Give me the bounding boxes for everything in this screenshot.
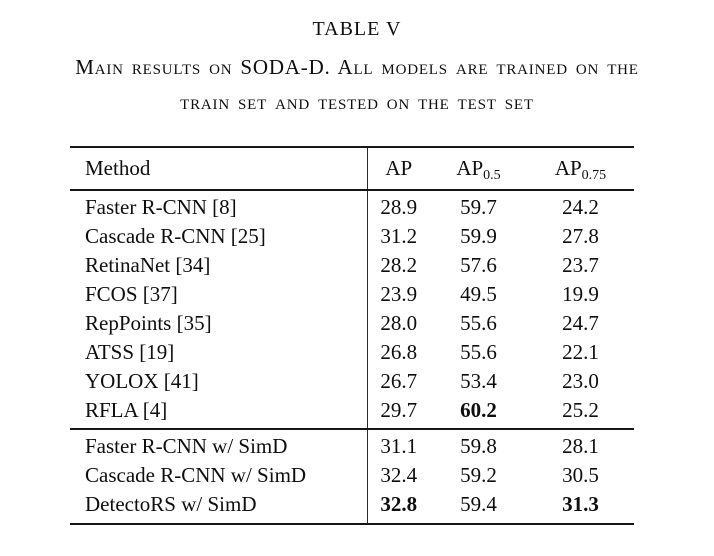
- ap50-cell: 53.4: [460, 369, 497, 393]
- header-ap50-sub: 0.5: [483, 168, 501, 183]
- ap50-cell: 59.8: [460, 434, 497, 458]
- method-cell: YOLOX [41]: [85, 369, 199, 393]
- header-ap75: AP0.75: [527, 147, 634, 191]
- ap75-cell: 23.7: [562, 253, 599, 277]
- header-row: Method AP AP0.5 AP0.75: [70, 147, 634, 191]
- table-header: Method AP AP0.5 AP0.75: [70, 147, 634, 191]
- ap75-cell: 19.9: [562, 282, 599, 306]
- method-cell: Cascade R-CNN [25]: [85, 224, 266, 248]
- table-row: FCOS [37] 23.9 49.5 19.9: [70, 280, 634, 309]
- header-ap: AP: [366, 147, 430, 191]
- method-cell: Cascade R-CNN w/ SimD: [85, 463, 307, 487]
- ap75-cell: 31.3: [562, 492, 599, 516]
- table-row: Faster R-CNN w/ SimD 31.1 59.8 28.1: [70, 429, 634, 461]
- ap50-cell: 55.6: [460, 311, 497, 335]
- table-row: Cascade R-CNN [25] 31.2 59.9 27.8: [70, 222, 634, 251]
- ap50-cell: 60.2: [430, 396, 527, 430]
- table-body: Faster R-CNN [8] 28.9 59.7 24.2 Cascade R-CN…: [70, 190, 634, 524]
- ap75-cell: 30.5: [562, 463, 599, 487]
- header-method: Method: [70, 147, 367, 191]
- ap75-cell: 24.2: [562, 195, 599, 219]
- ap-cell: 32.4: [366, 461, 430, 490]
- header-ap75-base: AP: [554, 156, 582, 180]
- method-cell: RFLA [4]: [70, 396, 367, 430]
- method-cell: RetinaNet [34]: [85, 253, 211, 277]
- ap-cell: 32.8: [366, 490, 430, 524]
- ap75-cell: 22.1: [562, 340, 599, 364]
- ap-cell: 31.2: [366, 222, 430, 251]
- ap75-cell: 27.8: [562, 224, 599, 248]
- ap50-cell: 57.6: [460, 253, 497, 277]
- table-row: Cascade R-CNN w/ SimD 32.4 59.2 30.5: [70, 461, 634, 490]
- ap75-cell: 23.0: [562, 369, 599, 393]
- table-row: ATSS [19] 26.8 55.6 22.1: [70, 338, 634, 367]
- table-row: DetectoRS w/ SimD 32.8 59.4 31.3: [70, 490, 634, 524]
- table-row: YOLOX [41] 26.7 53.4 23.0: [70, 367, 634, 396]
- results-table: Method AP AP0.5 AP0.75 Faster R-CNN [8] 2…: [70, 146, 634, 525]
- method-cell: ATSS [19]: [85, 340, 175, 364]
- ap75-cell: 24.7: [562, 311, 599, 335]
- paper-page: TABLE V Main results on SODA-D. All mode…: [0, 18, 714, 525]
- method-cell: Faster R-CNN [8]: [85, 195, 237, 219]
- table-row: RFLA [4] 29.7 60.2 25.2: [70, 396, 634, 430]
- ap50-cell: 55.6: [460, 340, 497, 364]
- header-ap-base: AP: [385, 156, 413, 180]
- table-row: RepPoints [35] 28.0 55.6 24.7: [70, 309, 634, 338]
- method-cell: RepPoints [35]: [85, 311, 212, 335]
- header-ap75-sub: 0.75: [581, 168, 607, 183]
- method-cell: Faster R-CNN w/ SimD: [85, 434, 288, 458]
- ap-cell: 28.9: [366, 190, 430, 222]
- ap-cell: 29.7: [366, 396, 430, 430]
- method-cell: FCOS [37]: [85, 282, 178, 306]
- table-caption: Main results on SODA-D. All models are t…: [0, 50, 714, 120]
- ap-cell: 28.2: [366, 251, 430, 280]
- caption-line-2: train set and tested on the test set: [180, 90, 534, 114]
- caption-line-1: Main results on SODA-D. All models are t…: [75, 55, 639, 79]
- table-row: Faster R-CNN [8] 28.9 59.7 24.2: [70, 190, 634, 222]
- ap-cell: 31.1: [366, 429, 430, 461]
- header-ap50: AP0.5: [430, 147, 527, 191]
- table-label: TABLE V: [312, 18, 402, 40]
- ap-cell: 23.9: [366, 280, 430, 309]
- ap50-cell: 59.2: [460, 463, 497, 487]
- table-row: RetinaNet [34] 28.2 57.6 23.7: [70, 251, 634, 280]
- ap-cell: 26.7: [366, 367, 430, 396]
- ap50-cell: 49.5: [460, 282, 497, 306]
- ap75-cell: 25.2: [527, 396, 634, 430]
- ap50-cell: 59.4: [460, 492, 497, 516]
- ap50-cell: 59.9: [460, 224, 497, 248]
- ap75-cell: 28.1: [562, 434, 599, 458]
- header-ap50-base: AP: [456, 156, 484, 180]
- ap-cell: 26.8: [366, 338, 430, 367]
- ap50-cell: 59.7: [460, 195, 497, 219]
- ap-cell: 28.0: [366, 309, 430, 338]
- method-cell: DetectoRS w/ SimD: [85, 492, 257, 516]
